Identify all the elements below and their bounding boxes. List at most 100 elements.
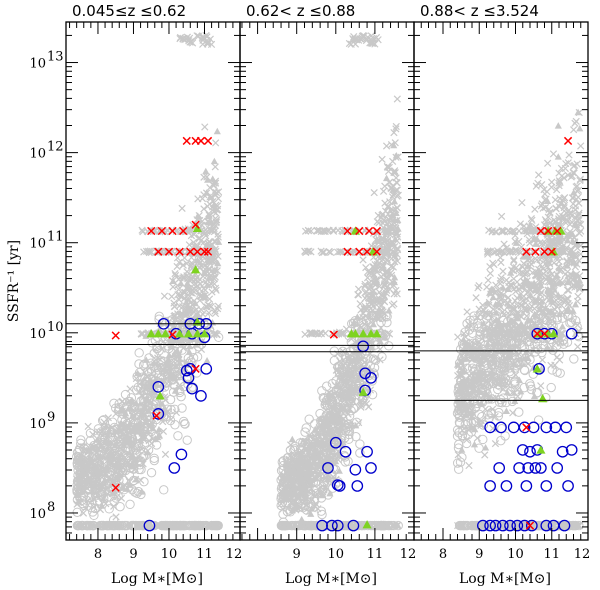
cloud-point (307, 248, 315, 256)
cloud-point (558, 172, 566, 180)
green-triangle-marker (199, 329, 210, 338)
cloud-point (570, 169, 578, 177)
cloud-point (323, 475, 332, 483)
cloud-point (203, 281, 211, 289)
cloud-point (330, 406, 340, 416)
cloud-point (166, 247, 174, 256)
cloud-point (480, 348, 491, 358)
cloud-point (327, 396, 338, 407)
cloud-point (304, 521, 312, 530)
cloud-point (149, 227, 158, 235)
cloud-point (503, 388, 511, 396)
cloud-point (375, 237, 383, 245)
cloud-point (166, 363, 174, 371)
cloud-point (507, 269, 515, 276)
cloud-point (559, 339, 569, 349)
cloud-point (453, 386, 463, 397)
cloud-point (572, 221, 581, 229)
cloud-point (507, 281, 515, 289)
cloud-point (465, 341, 473, 349)
cloud-panel-2 (276, 32, 403, 531)
cloud-point (537, 202, 545, 210)
cloud-point (183, 33, 192, 41)
cloud-point (524, 340, 534, 351)
cloud-point (379, 261, 387, 269)
cloud-point (390, 168, 398, 177)
cloud-point (503, 247, 512, 255)
cloud-point (490, 360, 500, 370)
cloud-point (461, 394, 471, 405)
cloud-point (124, 399, 133, 407)
cloud-point (99, 453, 107, 461)
cloud-point (350, 315, 360, 326)
cloud-point (500, 377, 510, 388)
cloud-point (86, 502, 97, 513)
cloud-point (294, 520, 305, 531)
cloud-point (378, 295, 386, 303)
cloud-point (75, 465, 86, 475)
cloud-point (116, 455, 124, 462)
cloud-point (510, 379, 520, 389)
cloud-point (347, 386, 355, 394)
cloud-point (185, 226, 194, 235)
cloud-point (511, 237, 519, 245)
cloud-point (373, 257, 381, 265)
green-triangle-marker (175, 329, 185, 338)
cloud-point (554, 153, 562, 160)
cloud-point (339, 329, 348, 338)
cloud-point (483, 380, 494, 390)
cloud-panel-1 (72, 31, 224, 531)
cloud-point (522, 299, 530, 307)
cloud-point (361, 310, 371, 320)
cloud-point (390, 278, 399, 286)
cloud-point (499, 311, 508, 319)
cloud-point (460, 327, 470, 337)
cloud-point (561, 194, 569, 202)
blue-circle-marker (349, 463, 362, 476)
cloud-point (313, 226, 321, 234)
cloud-point (114, 520, 124, 531)
cloud-point (493, 379, 503, 390)
cloud-point (525, 381, 536, 391)
cloud-point (365, 336, 373, 343)
cloud-point (128, 457, 139, 467)
cloud-point (497, 340, 505, 348)
cloud-point (545, 287, 553, 295)
cloud-point (205, 281, 213, 289)
cloud-point (564, 278, 572, 286)
cloud-point (193, 32, 201, 40)
cloud-point (322, 416, 330, 424)
cloud-point (483, 283, 491, 291)
cloud-point (99, 466, 110, 477)
cloud-point (176, 359, 184, 366)
cloud-point (544, 339, 552, 347)
blue-circle-marker (152, 381, 165, 393)
cloud-point (390, 197, 399, 205)
cloud-point (522, 279, 530, 287)
cloud-point (173, 346, 181, 354)
cloud-point (537, 281, 545, 289)
cloud-point (469, 366, 479, 376)
cloud-point (526, 321, 537, 331)
cloud-point (377, 272, 385, 281)
cloud-point (362, 400, 371, 408)
blue-circle-marker (182, 371, 195, 384)
green-triangle-marker (358, 329, 368, 338)
cloud-point (391, 167, 399, 175)
cloud-point (343, 360, 354, 370)
blue-circle-marker (326, 519, 338, 532)
cloud-point (311, 453, 322, 463)
cloud-point (136, 521, 144, 530)
cloud-point (562, 296, 571, 304)
cloud-point (492, 281, 500, 289)
cloud-point (178, 521, 186, 529)
cloud-point (484, 276, 492, 284)
cloud-point (481, 381, 492, 391)
cloud-point (378, 155, 386, 164)
cloud-point (109, 398, 119, 409)
cloud-point (284, 466, 292, 473)
cloud-point (304, 414, 314, 424)
cloud-point (205, 521, 213, 530)
cloud-point (312, 329, 321, 338)
cloud-point (171, 271, 180, 280)
